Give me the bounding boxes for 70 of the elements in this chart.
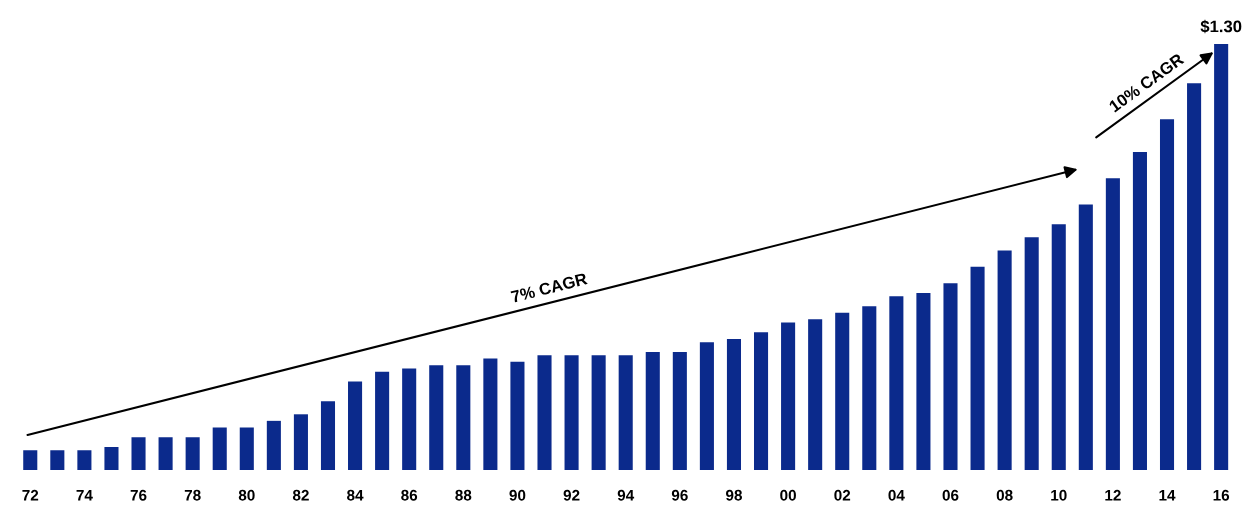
bar (185, 437, 200, 471)
x-tick-label: 76 (130, 489, 147, 501)
bar (402, 368, 417, 471)
x-tick-label: 14 (1159, 490, 1176, 501)
bar (320, 401, 336, 471)
bar (726, 338, 742, 471)
x-tick-label: 88 (455, 489, 472, 501)
bar (1051, 224, 1066, 471)
bar (1105, 178, 1120, 471)
x-tick-label: 08 (996, 489, 1013, 501)
bar (754, 332, 769, 471)
bar (510, 361, 525, 471)
x-tick-label: 02 (834, 489, 851, 501)
bar (943, 283, 958, 471)
bar (645, 352, 660, 471)
bar (131, 437, 146, 471)
bar (618, 355, 633, 471)
bar (239, 427, 254, 471)
bar (1214, 43, 1229, 471)
annotation: 7% CAGR (510, 272, 588, 303)
bar (1132, 152, 1147, 471)
x-tick-label: 96 (671, 489, 688, 501)
bar (348, 381, 363, 471)
bar (537, 355, 552, 471)
bar (781, 322, 796, 471)
bar (158, 437, 173, 471)
bar (212, 427, 227, 471)
bar (23, 450, 38, 471)
x-tick-label: 12 (1105, 489, 1121, 501)
bar (104, 447, 119, 471)
bar (1159, 119, 1175, 471)
x-tick-label: 16 (1213, 489, 1230, 501)
bar (429, 365, 444, 471)
bar (997, 250, 1012, 471)
bar (862, 306, 877, 471)
data-label: $1.30 (1200, 19, 1242, 34)
x-tick-label: 10 (1051, 489, 1067, 501)
x-tick-label: 80 (238, 489, 255, 501)
x-tick-label: 92 (563, 489, 580, 501)
bar (889, 296, 904, 471)
bar (970, 266, 985, 471)
bar (1078, 204, 1093, 471)
x-tick-label: 74 (76, 490, 93, 501)
bar (483, 358, 498, 471)
x-tick-label: 82 (292, 489, 309, 501)
bar (293, 414, 308, 471)
x-tick-label: 94 (617, 489, 635, 501)
x-tick-label: 90 (509, 489, 526, 501)
x-tick-label: 04 (888, 489, 905, 501)
bar (50, 450, 65, 471)
bar (77, 450, 92, 471)
bar (266, 420, 281, 471)
bar (1187, 83, 1202, 471)
x-tick-label: 98 (726, 489, 742, 501)
x-tick-label: 06 (942, 489, 959, 501)
bar (699, 342, 714, 471)
bar (564, 355, 579, 471)
bar (1024, 237, 1039, 471)
x-tick-label: 84 (347, 489, 364, 501)
x-tick-label: 78 (184, 489, 201, 501)
bar (672, 352, 687, 471)
bar (916, 293, 931, 471)
bar (835, 312, 850, 471)
bar (808, 319, 823, 471)
bar (375, 371, 390, 471)
bar (456, 365, 471, 471)
bar (591, 355, 606, 471)
x-tick-label: 86 (401, 489, 418, 501)
x-tick-label: 00 (780, 489, 796, 501)
x-tick-label: 72 (22, 489, 39, 501)
